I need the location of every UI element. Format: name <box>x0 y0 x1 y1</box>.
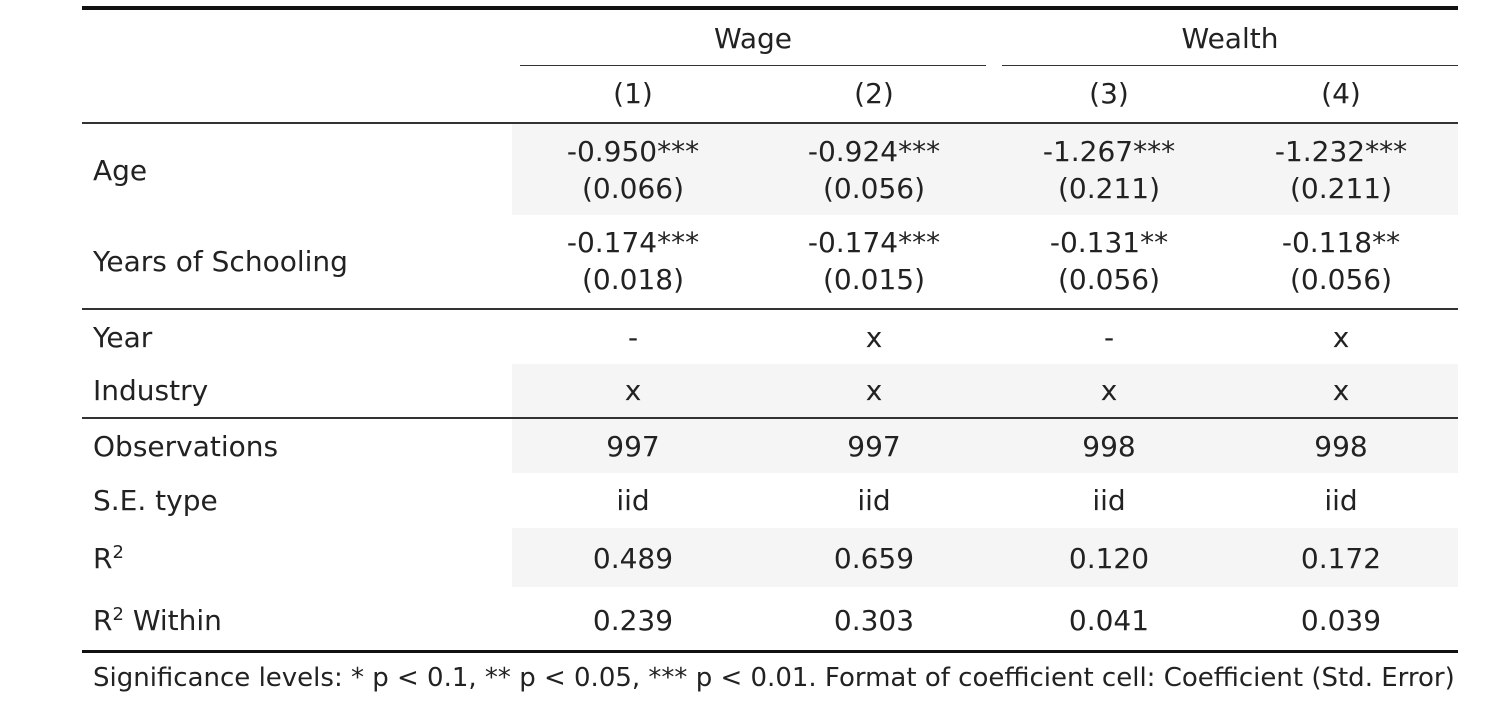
group-rule-wage <box>520 65 986 66</box>
row-label-observations: Observations <box>93 430 279 463</box>
r2-within-superscript: 2 <box>112 604 124 625</box>
stat-cell-r2-1: 0.489 <box>592 542 674 575</box>
coef-value: -0.174*** <box>566 226 700 259</box>
row-label-se-type: S.E. type <box>93 484 218 517</box>
r2-letter: R <box>93 542 113 575</box>
row-shade-age <box>512 124 1458 215</box>
model-header-2: (2) <box>854 77 894 110</box>
stat-cell-r2-within-1: 0.239 <box>592 604 674 637</box>
se-value: (0.056) <box>1057 263 1160 296</box>
stat-cell-observations-1: 997 <box>606 430 660 463</box>
fe-cell-industry-4: x <box>1332 374 1350 407</box>
group-header-wage: Wage <box>713 22 793 55</box>
model-header-1: (1) <box>613 77 653 110</box>
r2-superscript: 2 <box>112 542 124 563</box>
se-value: (0.056) <box>1289 263 1392 296</box>
row-label-years-of-schooling: Years of Schooling <box>93 245 348 278</box>
row-shade-observations <box>512 419 1458 473</box>
coef-cell-age-4: -1.232*** (0.211) <box>1224 133 1458 207</box>
stat-cell-r2-within-3: 0.041 <box>1068 604 1150 637</box>
coef-value: -0.950*** <box>566 135 700 168</box>
coef-value: -0.174*** <box>807 226 941 259</box>
coef-section-rule <box>82 308 1458 310</box>
se-value: (0.015) <box>822 263 925 296</box>
se-value: (0.056) <box>822 172 925 205</box>
coef-cell-schooling-3: -0.131** (0.056) <box>994 224 1224 298</box>
coef-cell-schooling-2: -0.174*** (0.015) <box>754 224 994 298</box>
fe-cell-year-4: x <box>1332 321 1350 354</box>
stat-cell-se-type-4: iid <box>1324 484 1358 517</box>
r2-within-letter: R <box>93 604 113 637</box>
header-rule <box>82 122 1458 124</box>
stat-cell-r2-3: 0.120 <box>1068 542 1150 575</box>
fe-cell-industry-2: x <box>865 374 883 407</box>
coef-cell-schooling-1: -0.174*** (0.018) <box>512 224 754 298</box>
coef-value: -1.232*** <box>1274 135 1408 168</box>
row-shade-r2 <box>512 528 1458 587</box>
fe-cell-industry-3: x <box>1100 374 1118 407</box>
bottom-rule <box>82 650 1458 653</box>
top-rule <box>82 6 1458 10</box>
row-label-age: Age <box>93 154 148 187</box>
stat-cell-observations-4: 998 <box>1314 430 1368 463</box>
group-rule-wealth <box>1002 65 1458 66</box>
stat-cell-se-type-1: iid <box>616 484 650 517</box>
fe-cell-year-3: - <box>1103 321 1115 354</box>
coef-value: -1.267*** <box>1042 135 1176 168</box>
row-label-industry: Industry <box>93 374 209 407</box>
fe-section-rule <box>82 417 1458 419</box>
model-header-3: (3) <box>1089 77 1129 110</box>
model-header-4: (4) <box>1321 77 1361 110</box>
row-shade-industry <box>512 364 1458 417</box>
coef-value: -0.131** <box>1049 226 1169 259</box>
fe-cell-year-2: x <box>865 321 883 354</box>
row-label-r2-within: R2 Within <box>93 602 222 640</box>
coef-value: -0.924*** <box>807 135 941 168</box>
stat-cell-observations-2: 997 <box>847 430 901 463</box>
coef-cell-age-1: -0.950*** (0.066) <box>512 133 754 207</box>
stat-cell-r2-within-2: 0.303 <box>833 604 915 637</box>
se-value: (0.018) <box>581 263 684 296</box>
stat-cell-r2-4: 0.172 <box>1300 542 1382 575</box>
se-value: (0.211) <box>1057 172 1160 205</box>
coef-cell-schooling-4: -0.118** (0.056) <box>1224 224 1458 298</box>
group-header-wealth: Wealth <box>1181 22 1279 55</box>
stat-cell-se-type-2: iid <box>857 484 891 517</box>
coef-cell-age-3: -1.267*** (0.211) <box>994 133 1224 207</box>
stat-cell-se-type-3: iid <box>1092 484 1126 517</box>
se-value: (0.066) <box>581 172 684 205</box>
stat-cell-r2-2: 0.659 <box>833 542 915 575</box>
se-value: (0.211) <box>1289 172 1392 205</box>
r2-within-suffix: Within <box>123 604 222 637</box>
table-footnote: Significance levels: * p < 0.1, ** p < 0… <box>93 663 1455 693</box>
stat-cell-r2-within-4: 0.039 <box>1300 604 1382 637</box>
row-label-year: Year <box>93 321 153 354</box>
coef-value: -0.118** <box>1281 226 1401 259</box>
coef-cell-age-2: -0.924*** (0.056) <box>754 133 994 207</box>
row-label-r2: R2 <box>93 540 124 578</box>
fe-cell-industry-1: x <box>624 374 642 407</box>
stat-cell-observations-3: 998 <box>1082 430 1136 463</box>
fe-cell-year-1: - <box>627 321 639 354</box>
